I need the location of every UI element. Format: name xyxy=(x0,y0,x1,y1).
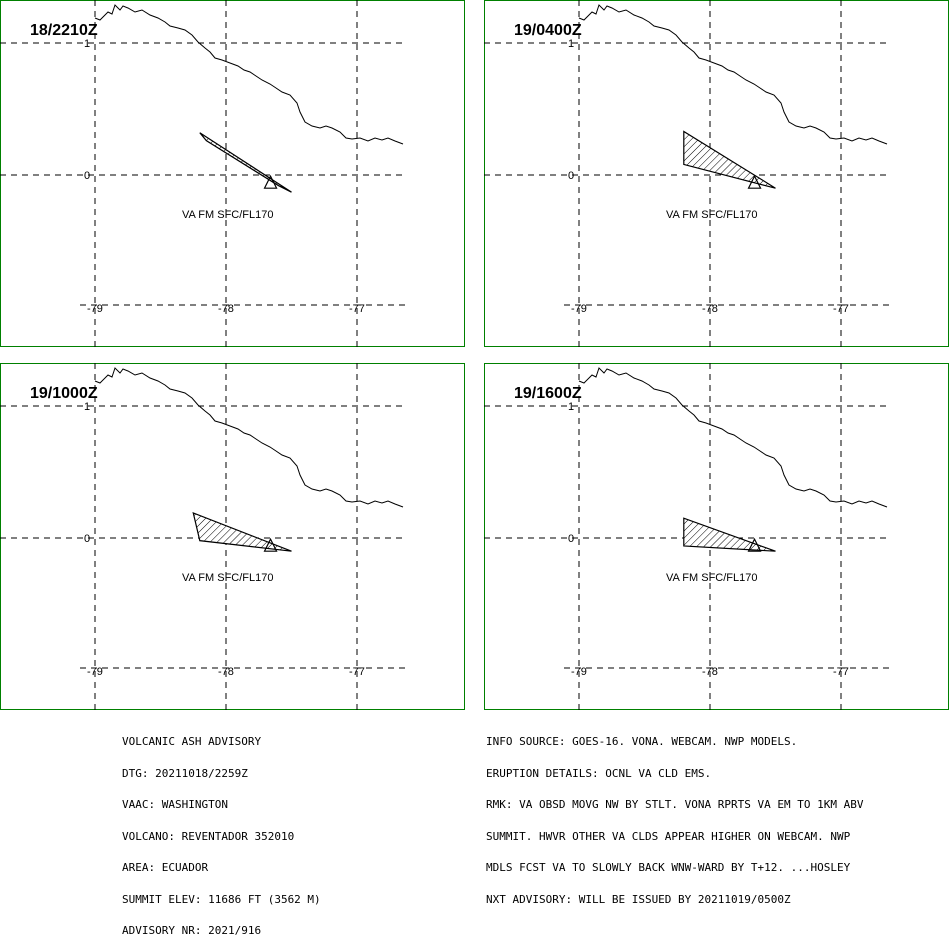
forecast-map-panel: 18/2210Z VA FM SFC/FL170 1 0 -79 -78 -77 xyxy=(0,0,465,347)
longitude-tick-label: -79 xyxy=(571,303,587,315)
volcano-icon xyxy=(263,537,278,552)
advisory-remarks-block: INFO SOURCE: GOES-16. VONA. WEBCAM. NWP … xyxy=(486,716,864,916)
latitude-tick-label: 0 xyxy=(568,170,574,182)
map-canvas: 19/1000Z VA FM SFC/FL170 1 0 -79 -78 -77 xyxy=(0,363,465,710)
forecast-time: 19/0400Z xyxy=(514,22,582,39)
ash-cloud-area xyxy=(192,511,292,552)
advisory-line: MDLS FCST VA TO SLOWLY BACK WNW-WARD BY … xyxy=(486,861,851,874)
latitude-tick-label: 0 xyxy=(84,533,90,545)
ash-cloud-area xyxy=(199,132,292,193)
advisory-line: RMK: VA OBSD MOVG NW BY STLT. VONA RPRTS… xyxy=(486,798,864,811)
latitude-tick-label: 1 xyxy=(568,401,574,413)
advisory-line: DTG: 20211018/2259Z xyxy=(122,766,248,780)
coastline xyxy=(578,367,888,508)
longitude-tick-label: -77 xyxy=(349,666,365,678)
coastline xyxy=(578,4,888,145)
latitude-tick-label: 1 xyxy=(84,401,90,413)
coastline xyxy=(94,367,404,508)
advisory-line: VOLCANO: REVENTADOR 352010 xyxy=(122,829,295,843)
coastline xyxy=(94,4,404,145)
longitude-tick-label: -79 xyxy=(87,666,103,678)
map-canvas: 18/2210Z VA FM SFC/FL170 1 0 -79 -78 -77 xyxy=(0,0,465,347)
longitude-tick-label: -77 xyxy=(833,303,849,315)
forecast-time: 19/1000Z xyxy=(30,385,98,402)
advisory-line: ADVISORY NR: 2021/916 xyxy=(122,924,262,937)
advisory-line: VOLCANIC ASH ADVISORY xyxy=(122,735,262,748)
forecast-time: 19/1600Z xyxy=(514,385,582,402)
longitude-tick-label: -79 xyxy=(87,303,103,315)
longitude-tick-label: -77 xyxy=(349,303,365,315)
longitude-tick-label: -78 xyxy=(702,666,718,678)
map-frame xyxy=(0,0,465,347)
advisory-line: NXT ADVISORY: WILL BE ISSUED BY 20211019… xyxy=(486,892,791,906)
latitude-tick-label: 0 xyxy=(568,533,574,545)
forecast-time: 18/2210Z xyxy=(30,22,98,39)
ash-layer-label: VA FM SFC/FL170 xyxy=(182,572,274,584)
ash-cloud-area xyxy=(683,517,776,552)
longitude-tick-label: -78 xyxy=(218,666,234,678)
forecast-map-panel: 19/1600Z VA FM SFC/FL170 1 0 -79 -78 -77 xyxy=(484,363,949,710)
ash-layer-label: VA FM SFC/FL170 xyxy=(666,209,758,221)
ash-layer-label: VA FM SFC/FL170 xyxy=(666,572,758,584)
advisory-line: VAAC: WASHINGTON xyxy=(122,798,228,811)
forecast-map-panel: 19/1000Z VA FM SFC/FL170 1 0 -79 -78 -77 xyxy=(0,363,465,710)
latitude-tick-label: 1 xyxy=(568,38,574,50)
advisory-line: INFO SOURCE: GOES-16. VONA. WEBCAM. NWP … xyxy=(486,735,798,748)
advisory-line: SUMMIT ELEV: 11686 FT (3562 M) xyxy=(122,892,321,906)
longitude-tick-label: -77 xyxy=(833,666,849,678)
longitude-tick-label: -78 xyxy=(218,303,234,315)
volcano-icon xyxy=(263,174,278,189)
advisory-line: AREA: ECUADOR xyxy=(122,861,209,874)
ash-cloud-area xyxy=(683,130,776,189)
latitude-tick-label: 0 xyxy=(84,170,90,182)
map-canvas: 19/1600Z VA FM SFC/FL170 1 0 -79 -78 -77 xyxy=(484,363,949,710)
advisory-line: ERUPTION DETAILS: OCNL VA CLD EMS. xyxy=(486,766,712,780)
longitude-tick-label: -79 xyxy=(571,666,587,678)
longitude-tick-label: -78 xyxy=(702,303,718,315)
forecast-map-panel: 19/0400Z VA FM SFC/FL170 1 0 -79 -78 -77 xyxy=(484,0,949,347)
advisory-header-block: VOLCANIC ASH ADVISORY DTG: 20211018/2259… xyxy=(122,716,321,947)
ash-layer-label: VA FM SFC/FL170 xyxy=(182,209,274,221)
advisory-line: SUMMIT. HWVR OTHER VA CLDS APPEAR HIGHER… xyxy=(486,829,851,843)
volcano-icon xyxy=(747,174,762,189)
volcano-icon xyxy=(747,537,762,552)
latitude-tick-label: 1 xyxy=(84,38,90,50)
map-canvas: 19/0400Z VA FM SFC/FL170 1 0 -79 -78 -77 xyxy=(484,0,949,347)
